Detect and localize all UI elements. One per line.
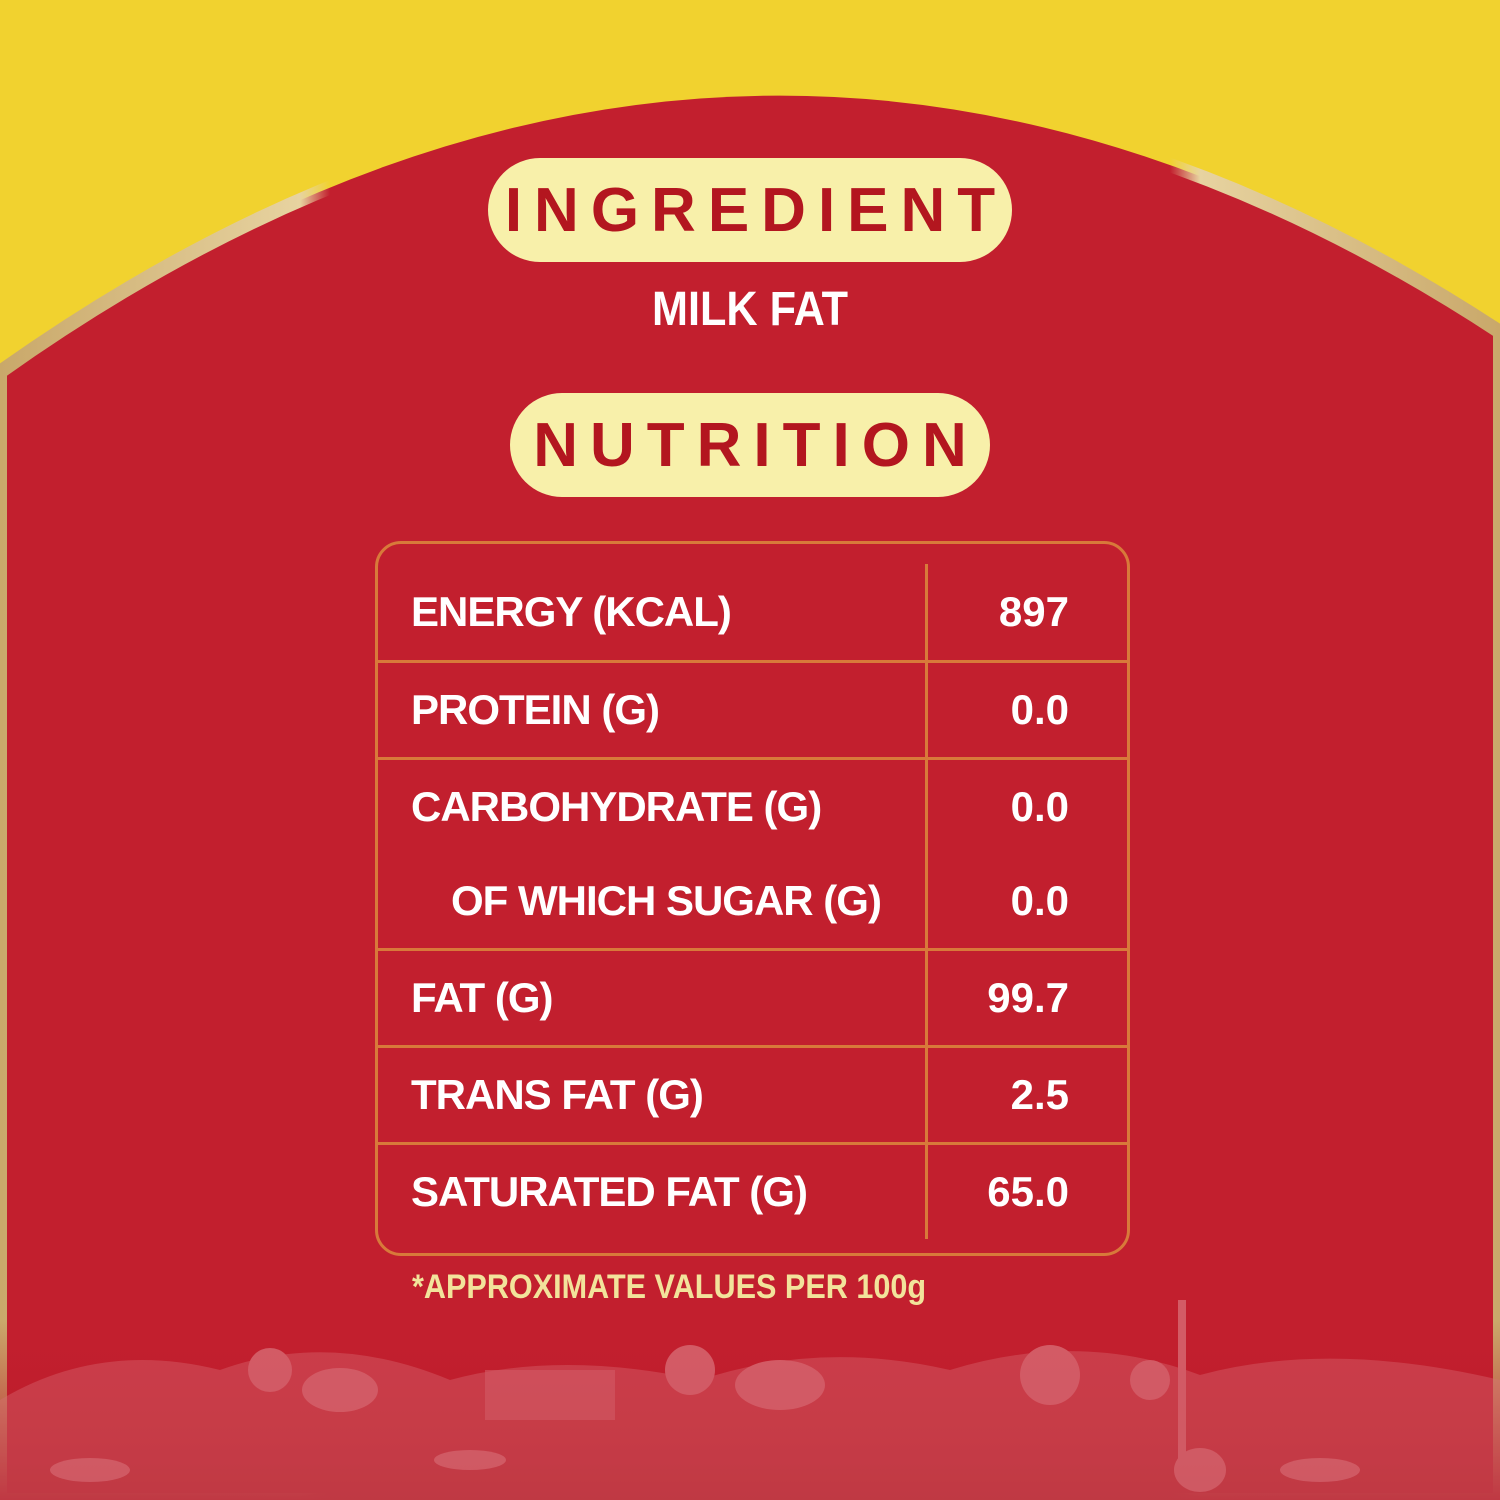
table-group: TRANS FAT (G) 2.5 (378, 1045, 1127, 1142)
table-row: PROTEIN (G) 0.0 (378, 663, 1127, 757)
table-row: SATURATED FAT (G) 65.0 (378, 1145, 1127, 1239)
nutrient-value: 0.0 (1010, 877, 1069, 924)
nutrient-label: SATURATED FAT (G) (378, 1145, 928, 1239)
table-group: PROTEIN (G) 0.0 (378, 660, 1127, 757)
table-row: FAT (G) 99.7 (378, 951, 1127, 1045)
table-row: ENERGY (KCAL) 897 (378, 544, 1127, 660)
nutrient-label: TRANS FAT (G) (378, 1048, 928, 1142)
nutrient-label: FAT (G) (378, 951, 928, 1045)
ingredient-heading: INGREDIENT (488, 158, 1012, 262)
nutrient-label: PROTEIN (G) (378, 663, 928, 757)
table-row: OF WHICH SUGAR (G) 0.0 (378, 854, 1127, 948)
nutrient-label: ENERGY (KCAL) (378, 564, 928, 660)
nutrient-value: 0.0 (1010, 783, 1069, 830)
table-group: FAT (G) 99.7 (378, 948, 1127, 1045)
ingredient-text: MILK FAT (652, 283, 848, 336)
nutrient-value: 2.5 (1010, 1071, 1069, 1118)
nutrient-label: OF WHICH SUGAR (G) (378, 854, 928, 948)
nutrient-value: 99.7 (987, 974, 1069, 1021)
table-group: ENERGY (KCAL) 897 (378, 544, 1127, 660)
nutrient-value: 897 (998, 588, 1069, 635)
footnote: *APPROXIMATE VALUES PER 100g (412, 1268, 927, 1306)
nutrient-label: CARBOHYDRATE (G) (378, 760, 928, 854)
nutrition-table: ENERGY (KCAL) 897 PROTEIN (G) 0.0 CARBOHYDRA… (375, 541, 1130, 1256)
table-row: TRANS FAT (G) 2.5 (378, 1048, 1127, 1142)
table-row: CARBOHYDRATE (G) 0.0 (378, 760, 1127, 854)
nutrition-heading: NUTRITION (510, 393, 990, 497)
nutrient-value: 65.0 (987, 1168, 1069, 1215)
table-group: SATURATED FAT (G) 65.0 (378, 1142, 1127, 1239)
nutrient-value: 0.0 (1010, 686, 1069, 733)
table-group: CARBOHYDRATE (G) 0.0 OF WHICH SUGAR (G) 0.0 (378, 757, 1127, 948)
